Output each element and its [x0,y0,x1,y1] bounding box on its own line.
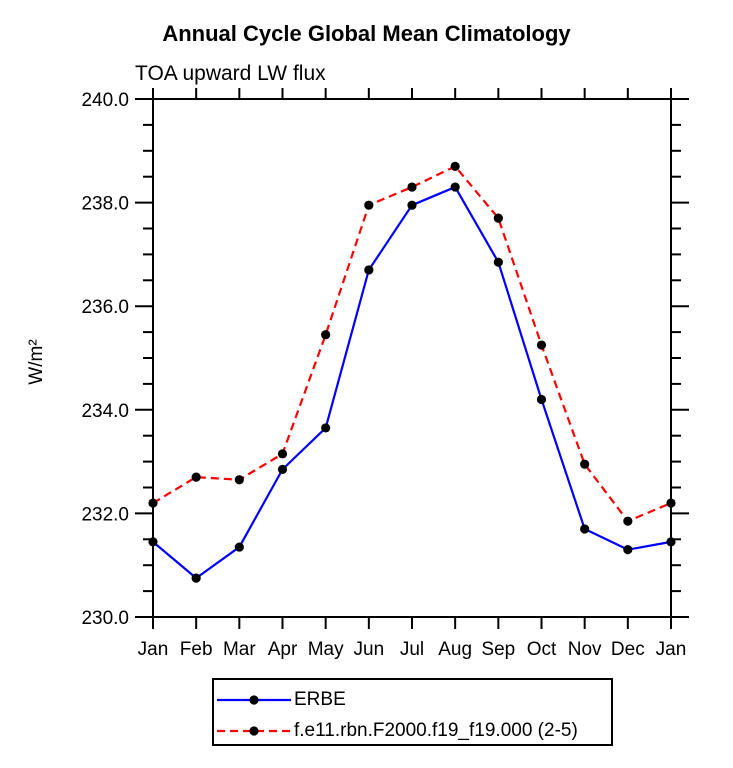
legend-marker-dot [249,725,259,736]
y-tick-label: 236.0 [81,297,129,318]
y-tick-label: 234.0 [81,401,129,422]
x-tick-label: Sep [481,639,515,660]
x-tick-label: Apr [268,639,298,660]
data-point-marker [536,340,547,350]
data-point-marker [493,257,503,267]
data-point-marker [191,573,201,583]
data-point-marker [536,394,547,405]
data-point-marker [191,472,201,482]
data-point-marker [321,423,331,433]
legend-marker-dot [249,694,259,705]
x-tick-label: Jun [354,639,385,660]
series-line-model [152,164,672,523]
data-point-marker [277,449,288,459]
y-tick-label: 240.0 [81,90,129,111]
x-tick-label: Jul [400,639,424,660]
x-tick-label: Nov [568,639,602,660]
legend-item: f.e11.rbn.F2000.f19_f19.000 (2-5) [216,716,578,745]
data-point-marker [493,213,503,223]
data-point-marker [148,498,158,508]
chart-title: Annual Cycle Global Mean Climatology [162,21,571,46]
x-tick-label: Feb [180,639,213,660]
legend-box: ERBE f.e11.rbn.F2000.f19_f19.000 (2-5) [212,678,613,746]
x-tick-label: Jan [656,639,687,660]
data-point-marker [364,265,374,275]
data-point-marker [234,475,244,485]
x-tick-label: Jan [138,639,169,660]
y-tick-label: 230.0 [81,608,129,629]
y-tick-label: 238.0 [81,194,129,215]
legend-line-sample [217,694,291,705]
data-point-marker [450,161,460,171]
data-point-marker [666,537,676,547]
data-point-marker [407,182,417,192]
legend-label: ERBE [294,688,346,710]
data-point-marker [321,330,331,340]
y-tick-label: 232.0 [81,504,129,525]
x-tick-label: Mar [223,639,256,660]
data-point-marker [234,542,244,552]
chart-subtitle: TOA upward LW flux [135,62,326,85]
data-point-marker [277,464,288,474]
legend-item: ERBE [216,685,346,714]
data-point-marker [623,516,633,526]
x-tick-label: Dec [611,639,645,660]
x-tick-label: Aug [438,639,472,660]
x-tick-label: May [308,639,344,660]
data-point-marker [666,498,676,508]
plot-frame [152,98,672,618]
data-point-marker [623,545,633,555]
data-point-marker [450,182,460,192]
data-point-marker [580,459,590,469]
data-point-marker [580,524,590,534]
legend-line-sample [217,725,291,736]
series-line-erbe [152,185,672,580]
data-point-marker [407,200,417,210]
x-tick-label: Oct [527,639,557,660]
legend-label: f.e11.rbn.F2000.f19_f19.000 (2-5) [294,719,578,741]
data-point-marker [364,200,374,210]
data-point-marker [148,537,158,547]
